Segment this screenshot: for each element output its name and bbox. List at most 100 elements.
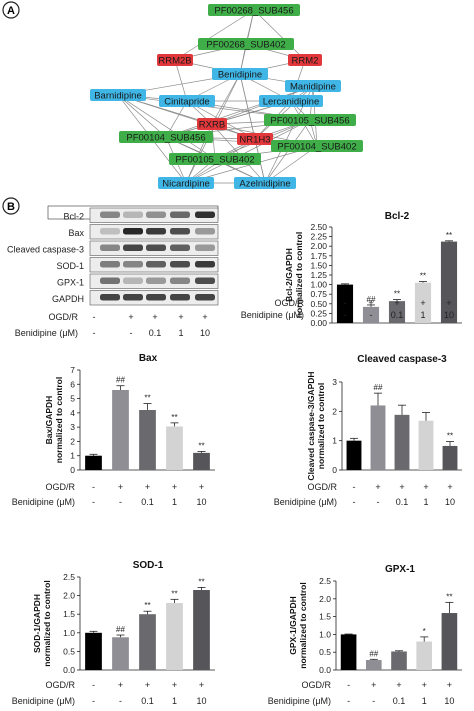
significance-mark: ** <box>446 231 452 240</box>
ogd-value: + <box>422 680 427 690</box>
bar <box>388 301 406 323</box>
drug-value: - <box>92 497 95 507</box>
blot-band <box>195 211 215 218</box>
drug-value: - <box>119 696 122 706</box>
drug-value: - <box>353 497 356 507</box>
drug-value: 1 <box>423 497 428 507</box>
network-node-label: RRM2 <box>292 56 319 67</box>
blot-row: GAPDH <box>52 290 219 306</box>
network-diagram: PF00268_SUB456 PF00268_SUB402 RRM2B RRM2 Ben… <box>90 4 363 190</box>
chart-title: SOD-1 <box>133 560 164 571</box>
network-node: Nicardipine <box>158 177 214 190</box>
significance-mark: ## <box>374 383 383 392</box>
blot-band <box>170 211 190 218</box>
y-tick-label: 1.0 <box>319 629 331 639</box>
chart-title: Bax <box>139 353 158 364</box>
significance-mark: ## <box>116 376 125 385</box>
ogd-value: + <box>394 298 399 308</box>
bar <box>112 390 129 470</box>
bar <box>394 414 410 470</box>
significance-mark: ** <box>144 601 150 610</box>
network-node-label: Benidipine <box>218 70 262 81</box>
bar <box>193 452 210 470</box>
y-tick-label: 5 <box>70 394 75 404</box>
ogd-label: OGD/R <box>45 680 75 690</box>
drug-value: 0.1 <box>393 696 406 706</box>
network-node-label: Nicardipine <box>162 179 210 190</box>
ogd-value: + <box>172 482 177 492</box>
ogd-label: OGD/R <box>301 680 331 690</box>
network-node-box <box>158 177 214 189</box>
blot-band <box>146 277 166 284</box>
drug-value: 0.1 <box>396 497 409 507</box>
y-tick-label: 2.5 <box>63 572 75 582</box>
network-node: NR1H3 <box>237 133 273 146</box>
blot-band <box>170 277 190 284</box>
blot-band <box>195 277 215 284</box>
blot-band <box>170 244 190 251</box>
network-edge <box>174 59 188 102</box>
ogd-value: + <box>118 482 123 492</box>
y-tick-label: 0.25 <box>310 308 327 318</box>
blot-band <box>100 261 120 268</box>
drug-value: 10 <box>196 696 206 706</box>
network-node: PF00268_SUB402 <box>198 38 294 51</box>
y-tick-label: 2 <box>70 436 75 446</box>
bar-chart: GPX-1 0.0 0.5 1.0 1.5 2.0 2.5 GPX-1/GAPDHnormal… <box>268 564 462 706</box>
significance-mark: ## <box>369 649 378 658</box>
bar <box>85 632 102 670</box>
ogd-value: + <box>128 312 133 322</box>
blot-band <box>195 261 215 268</box>
y-axis-label: Bax/GAPDHnormalized to control <box>44 377 64 463</box>
network-node-label: PF00105_SUB456 <box>270 116 349 127</box>
drug-value: 10 <box>200 328 210 338</box>
y-tick-label: 0.50 <box>310 299 327 309</box>
blot-band <box>100 244 120 251</box>
y-tick-label: 1 <box>70 451 75 461</box>
ogd-value: + <box>399 482 404 492</box>
drug-value: - <box>372 696 375 706</box>
drug-value: - <box>119 497 122 507</box>
drug-value: 10 <box>444 310 454 320</box>
y-tick-label: 6 <box>70 379 75 389</box>
network-node-label: PF00105_SUB402 <box>175 155 254 166</box>
network-node-label: Azelnidipine <box>239 179 290 190</box>
network-edge <box>211 73 241 125</box>
bar-chart: Bcl-2 0.000.250.500.751.001.251.501.752.0… <box>241 211 462 328</box>
network-node-box <box>169 153 261 165</box>
drug-label: Benidipine (μM) <box>274 497 337 507</box>
network-node-box <box>197 118 227 130</box>
drug-label: Benidipine (μM) <box>241 310 304 320</box>
drug-value: - <box>93 328 96 338</box>
chart-title: GPX-1 <box>385 564 415 575</box>
drug-value: 1 <box>422 696 427 706</box>
y-axis-label: Cleaved caspase-3/GAPDHnormalized to con… <box>306 371 326 480</box>
y-axis-label-line: normalized to control <box>42 580 52 666</box>
significance-mark: ** <box>144 394 150 403</box>
ogd-value: - <box>92 482 95 492</box>
network-node-box <box>259 95 323 107</box>
network-node-label: PF00104_SUB456 <box>126 133 205 144</box>
ogd-value: + <box>199 680 204 690</box>
ogd-value: - <box>93 312 96 322</box>
drug-value: 0.1 <box>391 310 404 320</box>
blot-band <box>170 261 190 268</box>
network-node-box <box>90 89 146 101</box>
network-node-box <box>271 140 363 152</box>
y-axis-label: GPX-1/GAPDHnormalized to control <box>288 582 308 668</box>
y-axis-label-line: normalized to control <box>298 582 308 668</box>
bar-chart: Cleaved caspase-3 0 1 2 3 Cleaved caspase-3/G… <box>274 354 462 507</box>
blot-row: SOD-1 <box>56 257 219 273</box>
network-edge <box>117 94 256 140</box>
blot-row: GPX-1 <box>57 273 219 289</box>
drug-value: 0.1 <box>149 328 162 338</box>
network-node-box <box>119 131 213 143</box>
y-tick-label: 2.25 <box>310 232 327 242</box>
network-node-label: Barnidipine <box>94 91 142 102</box>
network-node: Barnidipine <box>90 89 146 102</box>
network-node-box <box>237 133 273 145</box>
network-nodes: PF00268_SUB456 PF00268_SUB402 RRM2B RRM2 Ben… <box>90 4 363 190</box>
network-node: PF00104_SUB402 <box>271 140 363 153</box>
blot-band <box>100 294 120 301</box>
